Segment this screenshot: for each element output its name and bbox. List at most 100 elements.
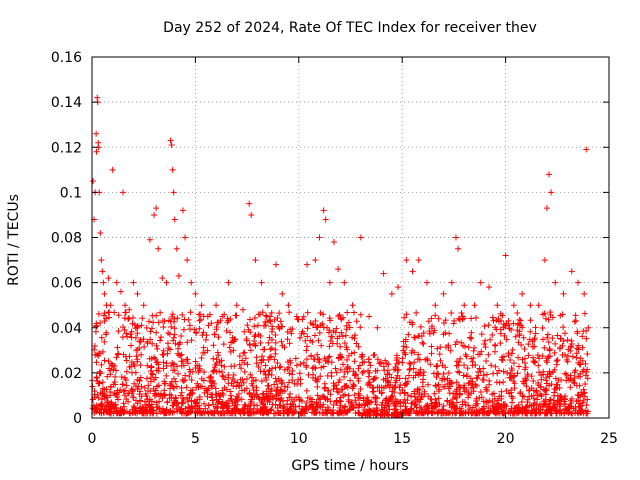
data-point (315, 337, 322, 344)
data-point (377, 410, 384, 417)
data-point (581, 310, 588, 317)
data-point (208, 320, 215, 327)
data-point (424, 410, 431, 417)
data-point (150, 385, 157, 392)
data-point (413, 309, 420, 316)
data-point (329, 340, 336, 347)
data-point (284, 366, 291, 373)
data-point (236, 353, 243, 360)
data-point (278, 380, 285, 387)
data-point (508, 365, 515, 372)
data-point (247, 406, 254, 413)
data-point (178, 384, 185, 391)
data-point (579, 399, 586, 406)
data-point (448, 279, 455, 286)
data-point (440, 383, 447, 390)
data-point (274, 360, 281, 367)
data-point (539, 325, 546, 332)
data-point (99, 390, 106, 397)
data-point (120, 351, 127, 358)
data-point (134, 290, 141, 297)
data-point (395, 366, 402, 373)
data-point (568, 337, 575, 344)
data-point (255, 322, 262, 329)
data-point (343, 326, 350, 333)
data-point (572, 317, 579, 324)
data-point (284, 410, 291, 417)
data-point (485, 322, 492, 329)
data-point (435, 409, 442, 416)
data-point (103, 386, 110, 393)
data-point (419, 383, 426, 390)
data-point (260, 322, 267, 329)
data-point (258, 357, 265, 364)
data-point (409, 321, 416, 328)
data-point (120, 409, 127, 416)
data-point (117, 288, 124, 295)
data-point (128, 342, 135, 349)
data-point (246, 200, 253, 207)
data-point (143, 324, 150, 331)
data-point (168, 394, 175, 401)
data-point (229, 407, 236, 414)
data-point (148, 370, 155, 377)
data-point (111, 309, 118, 316)
data-point (461, 343, 468, 350)
data-point (500, 353, 507, 360)
data-point (468, 335, 475, 342)
data-point (477, 368, 484, 375)
data-point (540, 386, 547, 393)
data-point (541, 310, 548, 317)
data-point (200, 344, 207, 351)
data-point (571, 375, 578, 382)
data-point (186, 322, 193, 329)
data-point (314, 392, 321, 399)
data-point (463, 371, 470, 378)
data-point (383, 397, 390, 404)
data-point (197, 311, 204, 318)
data-point (187, 368, 194, 375)
data-point (115, 328, 122, 335)
data-point (320, 363, 327, 370)
data-point (281, 387, 288, 394)
data-point (127, 410, 134, 417)
data-point (148, 398, 155, 405)
chart-title: Day 252 of 2024, Rate Of TEC Index for r… (163, 20, 537, 36)
data-point (192, 329, 199, 336)
data-point (264, 302, 271, 309)
data-point (95, 350, 102, 357)
data-point (370, 352, 377, 359)
data-point (235, 391, 242, 398)
data-point (512, 333, 519, 340)
data-point (163, 406, 170, 413)
data-point (177, 352, 184, 359)
data-point (466, 334, 473, 341)
data-point (106, 403, 113, 410)
data-point (404, 397, 411, 404)
data-point (229, 334, 236, 341)
data-point (481, 323, 488, 330)
data-point (223, 409, 230, 416)
data-point (451, 394, 458, 401)
y-tick-label: 0.08 (51, 231, 82, 247)
data-point (120, 400, 127, 407)
data-point (206, 374, 213, 381)
data-point (389, 388, 396, 395)
data-point (93, 374, 100, 381)
data-point (253, 354, 260, 361)
data-point (424, 279, 431, 286)
data-point (275, 409, 282, 416)
data-point (542, 396, 549, 403)
data-point (315, 396, 322, 403)
data-point (281, 366, 288, 373)
data-point (258, 378, 265, 385)
data-point (243, 335, 250, 342)
data-point (474, 410, 481, 417)
data-point (122, 387, 129, 394)
data-point (147, 410, 154, 417)
data-point (189, 389, 196, 396)
data-point (406, 366, 413, 373)
data-point (552, 340, 559, 347)
data-point (136, 391, 143, 398)
data-point (298, 405, 305, 412)
